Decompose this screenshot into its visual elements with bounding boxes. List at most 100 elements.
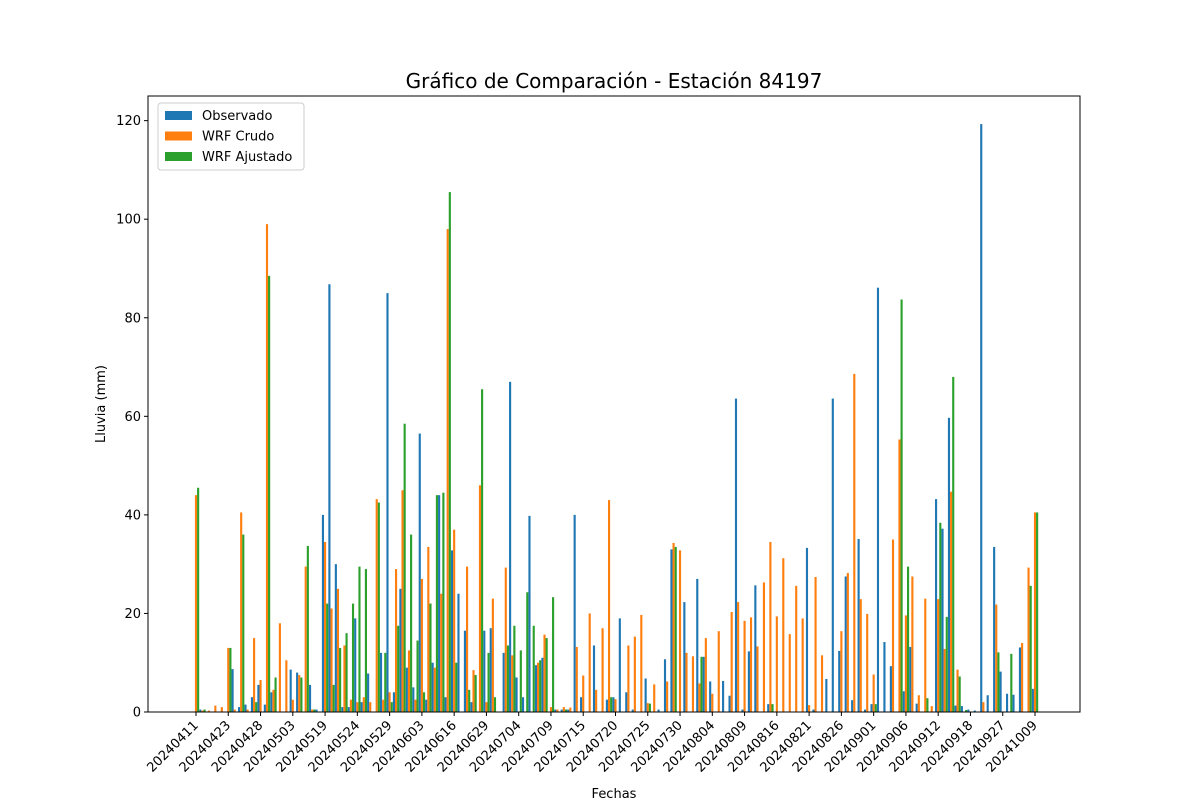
bar — [463, 630, 466, 712]
bar — [358, 566, 361, 712]
bar — [864, 709, 867, 712]
bar — [474, 675, 477, 712]
bar — [866, 613, 869, 712]
bar — [457, 593, 460, 712]
bar — [296, 672, 299, 712]
bar — [388, 692, 391, 712]
bar — [227, 647, 230, 712]
bar — [532, 625, 535, 712]
bar — [1036, 512, 1039, 712]
bar — [995, 604, 998, 712]
bar — [640, 614, 643, 712]
bar — [958, 676, 961, 712]
bar — [250, 697, 254, 712]
bar — [511, 655, 514, 712]
bar — [741, 709, 744, 712]
bar — [448, 192, 451, 712]
bar — [1033, 512, 1037, 712]
bar — [782, 558, 785, 712]
bar — [399, 588, 402, 712]
bar — [820, 655, 824, 712]
bar — [1010, 653, 1013, 712]
bar — [369, 702, 372, 712]
bar — [197, 487, 200, 712]
bar — [392, 692, 396, 712]
bar — [418, 433, 421, 712]
bar — [831, 398, 834, 712]
bar — [704, 638, 707, 712]
bar — [956, 669, 959, 712]
bar — [263, 704, 266, 712]
bar — [934, 499, 938, 712]
bar — [470, 702, 473, 712]
chart-title: Gráfico de Comparación - Estación 84197 — [406, 69, 823, 93]
bar — [401, 490, 404, 712]
bar — [612, 697, 615, 712]
bar — [657, 709, 660, 712]
y-tick-label: 120 — [116, 114, 141, 129]
bar — [1018, 647, 1022, 712]
bar — [909, 646, 912, 712]
bar — [545, 638, 548, 712]
bar — [285, 660, 288, 712]
bar — [805, 547, 809, 712]
bar — [954, 705, 957, 712]
bar — [900, 299, 903, 712]
bar — [347, 707, 350, 712]
bar — [313, 709, 316, 712]
bar — [876, 287, 880, 712]
bar — [356, 702, 359, 712]
bar — [194, 495, 198, 712]
bar — [698, 683, 701, 712]
bar — [734, 398, 738, 712]
bar — [334, 564, 337, 712]
bar — [472, 670, 475, 712]
bar — [240, 512, 243, 712]
bar — [775, 616, 778, 712]
bar — [846, 573, 849, 712]
bar — [666, 681, 669, 712]
bar — [493, 697, 497, 712]
bar — [967, 709, 970, 712]
bar — [455, 662, 458, 712]
bar — [427, 546, 430, 712]
bar — [199, 709, 202, 712]
bar — [489, 628, 492, 712]
bar — [407, 650, 411, 712]
bar — [332, 684, 335, 712]
bar — [429, 603, 432, 712]
bar — [762, 582, 766, 712]
bar — [336, 588, 340, 712]
bar — [390, 702, 393, 712]
bar — [663, 659, 667, 712]
bar — [838, 650, 841, 712]
bar — [435, 495, 438, 712]
bar — [674, 546, 677, 712]
bar — [446, 229, 449, 712]
bar — [405, 667, 408, 712]
bar — [562, 707, 565, 712]
bar — [345, 633, 348, 712]
bar — [207, 710, 210, 712]
bar — [595, 689, 598, 712]
bar — [416, 640, 419, 712]
bar — [906, 566, 910, 712]
y-tick-label: 100 — [116, 213, 141, 228]
bar — [397, 625, 400, 712]
bar — [450, 550, 454, 712]
y-tick-label: 60 — [124, 410, 141, 425]
bar — [859, 599, 862, 712]
bar — [904, 615, 907, 712]
bar — [960, 706, 963, 712]
bar — [917, 695, 920, 712]
bar — [709, 681, 712, 712]
bar — [601, 628, 604, 712]
bar — [483, 630, 486, 712]
bar — [814, 576, 817, 712]
bar — [999, 671, 1002, 712]
bar — [812, 709, 815, 712]
bar — [444, 697, 447, 712]
bar — [631, 709, 634, 712]
bar — [672, 542, 675, 712]
bar — [502, 652, 505, 712]
